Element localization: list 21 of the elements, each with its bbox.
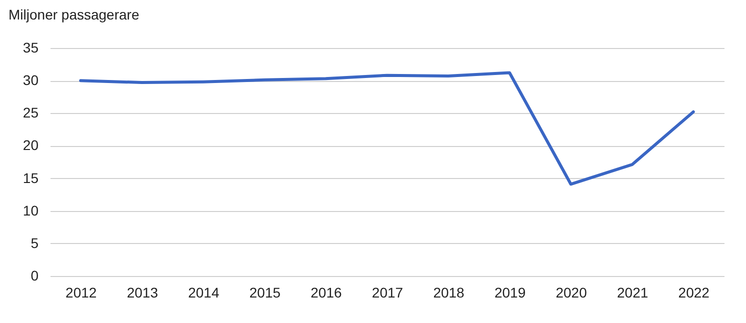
x-tick-label: 2022	[678, 284, 710, 300]
y-tick-label: 10	[22, 202, 39, 218]
y-tick-label: 0	[30, 268, 39, 284]
x-tick-label: 2020	[556, 284, 588, 300]
y-tick-label: 35	[22, 40, 39, 56]
y-tick-label: 30	[22, 72, 39, 88]
x-tick-label: 2021	[617, 284, 648, 300]
y-tick-label: 15	[22, 170, 39, 186]
x-tick-label: 2012	[66, 284, 97, 300]
x-tick-label: 2019	[494, 284, 526, 300]
x-tick-label: 2014	[188, 284, 220, 300]
y-tick-label: 20	[22, 137, 39, 154]
y-tick-label: 25	[22, 104, 39, 121]
x-tick-label: 2017	[372, 284, 404, 300]
x-tick-label: 2018	[433, 284, 465, 300]
line-series	[79, 71, 695, 186]
y-tick-label: 5	[30, 234, 39, 251]
y-axis-title: Miljoner passagerare	[8, 6, 140, 22]
x-tick-label: 2015	[249, 284, 281, 300]
x-tick-label: 2013	[126, 284, 158, 300]
x-tick-label: 2016	[310, 284, 342, 300]
